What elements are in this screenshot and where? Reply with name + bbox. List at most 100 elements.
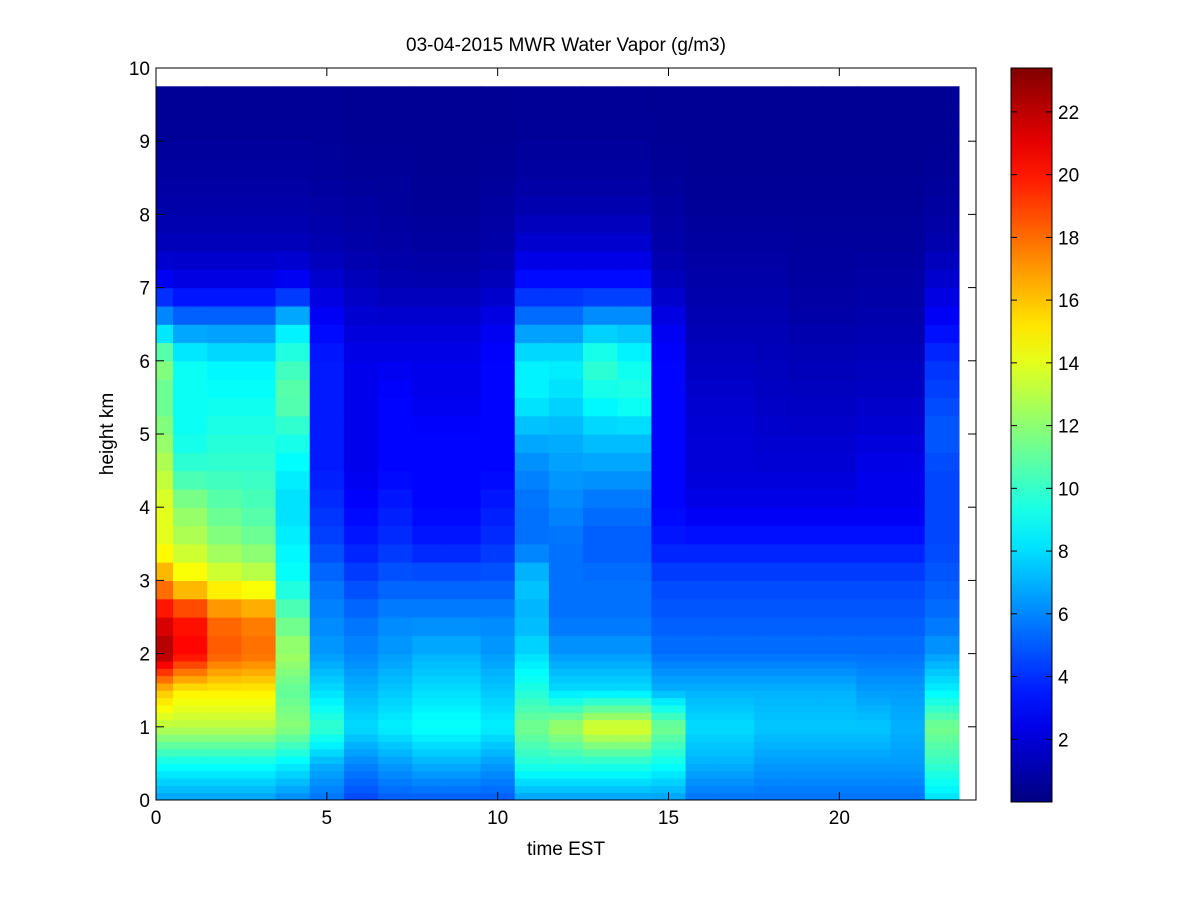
heatmap-cell	[617, 704, 653, 713]
heatmap-cell	[822, 324, 858, 344]
heatmap-cell	[890, 470, 926, 490]
heatmap-cell	[822, 452, 858, 472]
heatmap-cell	[890, 690, 926, 699]
heatmap-cell	[719, 635, 755, 655]
heatmap-cell	[241, 251, 277, 270]
heatmap-cell	[241, 196, 277, 215]
heatmap-cell	[241, 668, 277, 677]
heatmap-cell	[207, 452, 243, 472]
heatmap-cell	[719, 397, 755, 417]
heatmap-cell	[343, 792, 379, 800]
heatmap-cell	[241, 86, 277, 106]
heatmap-cell	[412, 778, 448, 786]
heatmap-cell	[856, 778, 892, 786]
heatmap-cell	[378, 580, 413, 600]
heatmap-cell	[207, 580, 243, 600]
heatmap-cell	[378, 269, 413, 289]
heatmap-cell	[753, 712, 789, 721]
heatmap-cell	[207, 305, 243, 325]
heatmap-cell	[480, 251, 516, 270]
heatmap-cell	[156, 360, 174, 380]
heatmap-cell	[924, 726, 960, 735]
heatmap-cell	[583, 719, 618, 728]
heatmap-cell	[446, 525, 482, 545]
heatmap-cell	[856, 324, 892, 344]
heatmap-cell	[890, 159, 926, 179]
heatmap-cell	[275, 196, 311, 215]
heatmap-cell	[446, 635, 482, 655]
heatmap-cell	[156, 397, 174, 417]
heatmap-cell	[275, 726, 311, 735]
heatmap-cell	[207, 507, 243, 527]
heatmap-cell	[378, 397, 413, 417]
heatmap-cell	[446, 697, 482, 706]
heatmap-cell	[412, 675, 448, 684]
heatmap-cell	[583, 785, 618, 794]
heatmap-cell	[343, 360, 379, 380]
heatmap-cell	[343, 598, 379, 618]
heatmap-cell	[548, 712, 584, 721]
heatmap-cell	[446, 141, 482, 161]
heatmap-cell	[207, 675, 243, 684]
heatmap-cell	[309, 251, 345, 270]
heatmap-cell	[890, 756, 926, 764]
heatmap-cell	[156, 763, 174, 772]
heatmap-cell	[309, 159, 345, 179]
heatmap-cell	[822, 785, 858, 794]
heatmap-cell	[514, 697, 550, 706]
heatmap-cell	[651, 675, 687, 684]
heatmap-cell	[156, 697, 174, 706]
heatmap-cell	[207, 159, 243, 179]
heatmap-cell	[890, 488, 926, 508]
heatmap-cell	[651, 690, 687, 699]
heatmap-cell	[753, 470, 789, 490]
heatmap-cell	[275, 415, 311, 435]
heatmap-cell	[343, 452, 379, 472]
heatmap-cell	[753, 770, 789, 779]
heatmap-cell	[685, 792, 721, 800]
heatmap-cell	[651, 159, 687, 179]
heatmap-cell	[343, 660, 379, 669]
heatmap-cell	[241, 598, 277, 618]
heatmap-cell	[378, 763, 413, 772]
heatmap-cell	[890, 668, 926, 677]
heatmap-cell	[719, 785, 755, 794]
heatmap-cell	[719, 741, 755, 750]
heatmap-cell	[480, 488, 516, 508]
heatmap-cell	[514, 525, 550, 545]
heatmap-cell	[822, 748, 858, 757]
heatmap-cell	[685, 756, 721, 764]
heatmap-cell	[924, 525, 960, 545]
heatmap-cell	[241, 360, 277, 380]
heatmap-cell	[856, 397, 892, 417]
heatmap-cell	[173, 214, 208, 234]
heatmap-cell	[685, 734, 721, 743]
heatmap-cell	[788, 635, 823, 655]
heatmap-cell	[412, 734, 448, 743]
heatmap-cell	[548, 251, 584, 270]
heatmap-cell	[343, 196, 379, 215]
heatmap-cell	[890, 719, 926, 728]
heatmap-cell	[617, 196, 653, 215]
heatmap-cell	[583, 452, 618, 472]
heatmap-cell	[207, 488, 243, 508]
heatmap-cell	[719, 756, 755, 764]
heatmap-cell	[309, 104, 345, 124]
heatmap-cell	[378, 379, 413, 398]
heatmap-cell	[480, 660, 516, 669]
heatmap-cell	[651, 635, 687, 655]
heatmap-cell	[719, 763, 755, 772]
heatmap-cell	[719, 415, 755, 435]
heatmap-cell	[719, 214, 755, 234]
heatmap-cell	[548, 141, 584, 161]
heatmap-cell	[514, 104, 550, 124]
heatmap-cell	[514, 305, 550, 325]
heatmap-cell	[343, 159, 379, 179]
heatmap-cell	[617, 660, 653, 669]
heatmap-cell	[480, 778, 516, 786]
heatmap-cell	[241, 748, 277, 757]
heatmap-cell	[343, 682, 379, 691]
heatmap-cell	[719, 470, 755, 490]
colorbar-tick-label: 12	[1058, 417, 1079, 438]
heatmap-cell	[241, 675, 277, 684]
